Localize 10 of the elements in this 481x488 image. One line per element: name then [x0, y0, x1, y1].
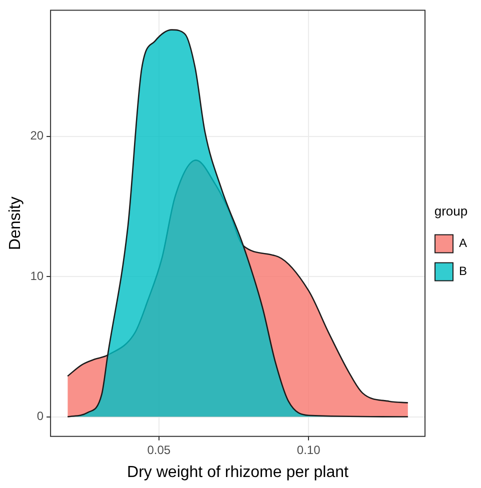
x-tick-label: 0.05 — [147, 442, 171, 457]
legend-label: A — [458, 236, 468, 250]
x-tick-label: 0.10 — [296, 442, 321, 457]
y-tick-label: 10 — [30, 268, 44, 283]
legend-title: group — [434, 203, 468, 218]
y-axis-title: Density — [7, 196, 24, 250]
y-tick-label: 20 — [30, 128, 44, 143]
legend-label: B — [458, 264, 468, 278]
x-axis-title: Dry weight of rhizome per plant — [127, 464, 350, 481]
y-tick-label: 0 — [36, 409, 44, 424]
